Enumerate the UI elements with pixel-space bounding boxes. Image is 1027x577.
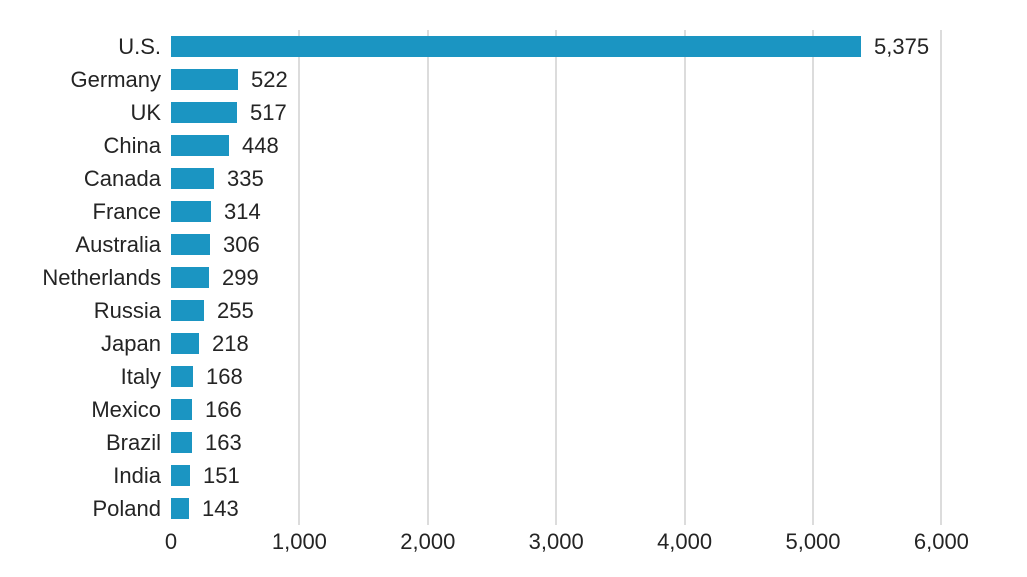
category-label: Poland <box>92 495 161 521</box>
category-label: China <box>103 132 161 158</box>
plot-area: U.S. 5,375 Germany 522 UK 517 China 448 … <box>0 30 1027 525</box>
bar <box>171 333 199 354</box>
bar-track: 143 <box>171 495 1027 521</box>
bar <box>171 102 237 123</box>
value-label: 218 <box>212 330 249 356</box>
gridline <box>812 30 814 525</box>
bar-row: UK 517 <box>0 96 1027 129</box>
value-label: 299 <box>222 264 259 290</box>
category-label: Germany <box>70 66 161 92</box>
bar-row: India 151 <box>0 459 1027 492</box>
value-label: 5,375 <box>874 33 930 59</box>
category-label: Russia <box>93 297 161 323</box>
category-label: Japan <box>101 330 161 356</box>
bar-row: France 314 <box>0 195 1027 228</box>
x-tick-label: 4,000 <box>657 529 713 554</box>
value-label: 166 <box>205 396 242 422</box>
bar-track: 517 <box>171 99 1027 125</box>
value-label: 522 <box>251 66 288 92</box>
value-label: 151 <box>203 462 240 488</box>
bar <box>171 498 189 519</box>
value-label: 143 <box>202 495 239 521</box>
value-label: 306 <box>223 231 260 257</box>
x-axis: 0 1,000 2,000 3,000 4,000 5,000 6,000 <box>165 529 1027 559</box>
value-label: 517 <box>250 99 287 125</box>
value-label: 314 <box>224 198 261 224</box>
gridline <box>555 30 558 525</box>
x-tick-label: 5,000 <box>785 529 841 554</box>
bar <box>171 234 210 255</box>
bar-track: 314 <box>171 198 1027 224</box>
x-tick-label: 6,000 <box>913 529 969 554</box>
bar-row: Canada 335 <box>0 162 1027 195</box>
category-label: Netherlands <box>42 264 161 290</box>
bar-track: 299 <box>171 264 1027 290</box>
category-label: France <box>92 198 161 224</box>
bar <box>171 267 209 288</box>
bar <box>171 465 190 486</box>
category-label: Australia <box>75 231 161 257</box>
bar-row: Italy 168 <box>0 360 1027 393</box>
bar-row: Germany 522 <box>0 63 1027 96</box>
bar-track: 166 <box>171 396 1027 422</box>
gridline <box>683 30 686 525</box>
bar-track: 151 <box>171 462 1027 488</box>
bar <box>171 135 229 156</box>
category-label: Mexico <box>91 396 161 422</box>
bar-row: Australia 306 <box>0 228 1027 261</box>
bar-row: Japan 218 <box>0 327 1027 360</box>
bar-track: 168 <box>171 363 1027 389</box>
bar-row: China 448 <box>0 129 1027 162</box>
category-label: U.S. <box>118 33 161 59</box>
bar-row: Russia 255 <box>0 294 1027 327</box>
bar <box>171 36 861 57</box>
bar <box>171 432 192 453</box>
bar-rows: U.S. 5,375 Germany 522 UK 517 China 448 … <box>0 30 1027 525</box>
bar-track: 5,375 <box>171 33 1027 59</box>
bar <box>171 168 214 189</box>
bar <box>171 69 238 90</box>
category-label: Italy <box>120 363 161 389</box>
bar <box>171 201 211 222</box>
bar-row: Poland 143 <box>0 492 1027 525</box>
value-label: 335 <box>227 165 264 191</box>
value-label: 448 <box>242 132 279 158</box>
bar-row: Mexico 166 <box>0 393 1027 426</box>
gridline <box>426 30 429 525</box>
bar <box>171 366 193 387</box>
x-tick-label: 2,000 <box>400 529 456 554</box>
category-label: UK <box>130 99 161 125</box>
bar-track: 306 <box>171 231 1027 257</box>
bar-track: 163 <box>171 429 1027 455</box>
value-label: 255 <box>217 297 254 323</box>
x-tick-label: 0 <box>164 529 178 554</box>
x-tick-label: 3,000 <box>528 529 584 554</box>
x-tick-label: 1,000 <box>271 529 327 554</box>
bar-track: 522 <box>171 66 1027 92</box>
bar-track: 335 <box>171 165 1027 191</box>
category-label: India <box>113 462 161 488</box>
bar-track: 255 <box>171 297 1027 323</box>
gridline <box>940 30 943 525</box>
category-label: Brazil <box>105 429 161 455</box>
bar-row: Netherlands 299 <box>0 261 1027 294</box>
category-label: Canada <box>83 165 161 191</box>
bar-track: 448 <box>171 132 1027 158</box>
gridlines <box>171 30 1027 525</box>
bar-row: U.S. 5,375 <box>0 30 1027 63</box>
bar-row: Brazil 163 <box>0 426 1027 459</box>
gridline <box>298 30 301 525</box>
bar <box>171 300 204 321</box>
value-label: 163 <box>205 429 242 455</box>
bar-track: 218 <box>171 330 1027 356</box>
value-label: 168 <box>206 363 243 389</box>
bar <box>171 399 192 420</box>
